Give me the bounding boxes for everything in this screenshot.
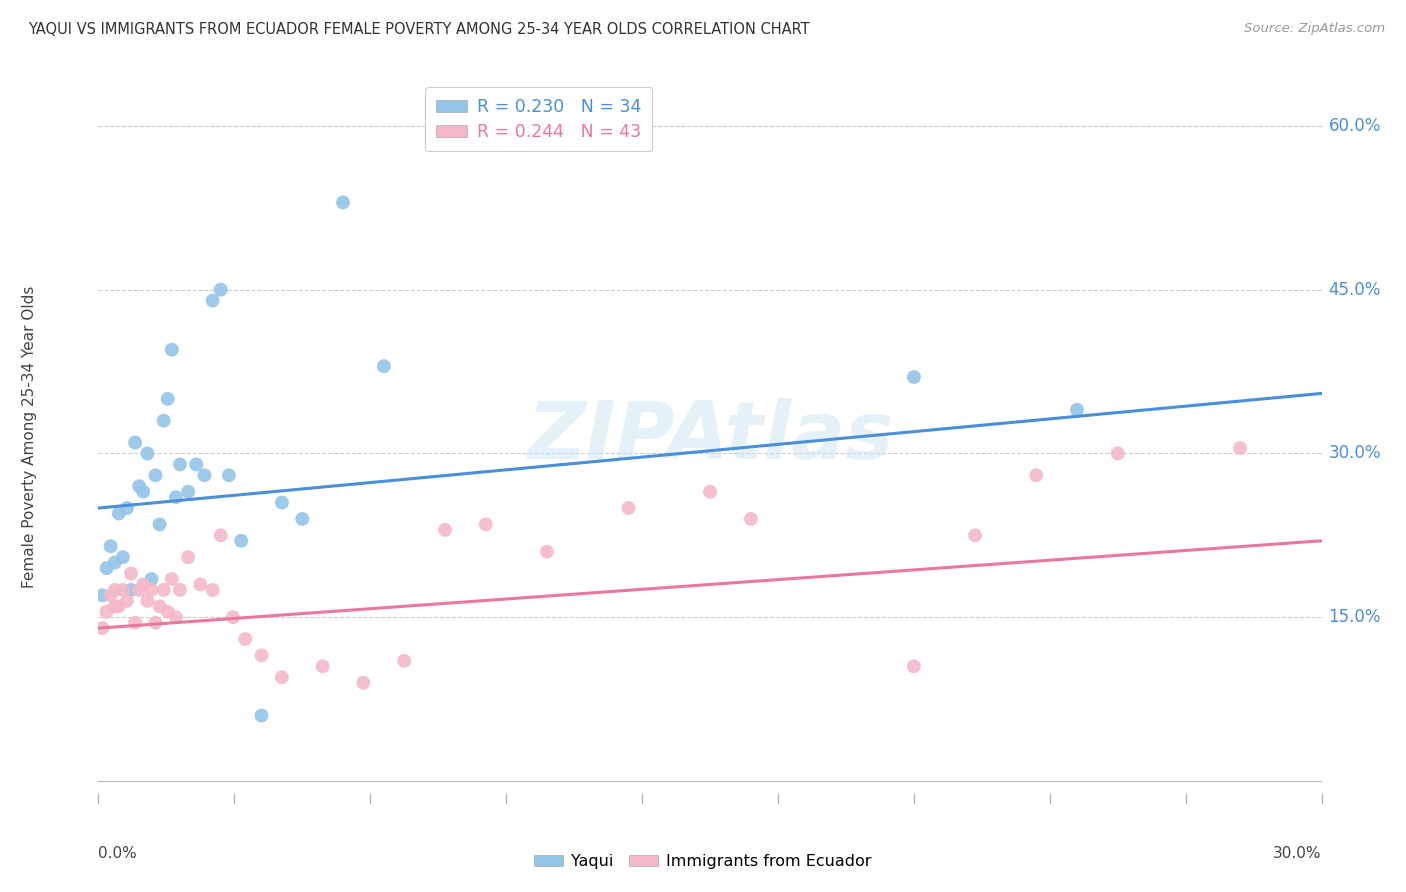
Point: [136, 594, 159, 608]
Point: [100, 588, 122, 602]
Text: 30.0%: 30.0%: [1329, 444, 1381, 462]
Point: [132, 577, 155, 591]
Point: [96, 605, 118, 619]
Text: 60.0%: 60.0%: [1329, 117, 1381, 135]
Point: [231, 533, 253, 548]
Text: ZIPAtlas: ZIPAtlas: [527, 398, 893, 476]
Point: [312, 659, 335, 673]
Point: [209, 528, 232, 542]
Point: [111, 550, 134, 565]
Point: [201, 582, 224, 597]
Point: [965, 528, 987, 542]
Point: [392, 654, 416, 668]
Point: [128, 479, 150, 493]
Point: [104, 556, 127, 570]
Point: [270, 670, 294, 684]
Point: [108, 599, 131, 614]
Text: YAQUI VS IMMIGRANTS FROM ECUADOR FEMALE POVERTY AMONG 25-34 YEAR OLDS CORRELATIO: YAQUI VS IMMIGRANTS FROM ECUADOR FEMALE …: [28, 22, 810, 37]
Point: [149, 517, 172, 532]
Legend: Yaqui, Immigrants from Ecuador: Yaqui, Immigrants from Ecuador: [527, 847, 879, 875]
Point: [270, 495, 294, 509]
Point: [536, 545, 558, 559]
Point: [474, 517, 498, 532]
Point: [165, 490, 187, 504]
Point: [115, 594, 138, 608]
Point: [141, 572, 163, 586]
Point: [100, 539, 122, 553]
Point: [291, 512, 314, 526]
Point: [145, 468, 167, 483]
Point: [209, 283, 232, 297]
Point: [352, 675, 374, 690]
Point: [373, 359, 395, 373]
Point: [96, 561, 118, 575]
Text: 15.0%: 15.0%: [1329, 608, 1381, 626]
Point: [156, 392, 179, 406]
Legend: R = 0.230   N = 34, R = 0.244   N = 43: R = 0.230 N = 34, R = 0.244 N = 43: [426, 87, 652, 151]
Point: [156, 605, 179, 619]
Point: [186, 458, 208, 472]
Point: [740, 512, 762, 526]
Point: [250, 708, 273, 723]
Point: [115, 501, 138, 516]
Point: [91, 588, 114, 602]
Point: [177, 484, 200, 499]
Point: [141, 582, 163, 597]
Point: [1066, 402, 1088, 417]
Point: [128, 582, 150, 597]
Point: [193, 468, 215, 483]
Text: 30.0%: 30.0%: [1274, 847, 1322, 862]
Point: [903, 370, 925, 384]
Point: [111, 582, 134, 597]
Point: [104, 582, 127, 597]
Text: Female Poverty Among 25-34 Year Olds: Female Poverty Among 25-34 Year Olds: [22, 286, 38, 588]
Point: [617, 501, 640, 516]
Point: [1229, 441, 1251, 455]
Point: [120, 566, 142, 581]
Point: [104, 599, 127, 614]
Point: [152, 582, 174, 597]
Point: [108, 507, 131, 521]
Point: [250, 648, 273, 663]
Point: [124, 615, 146, 630]
Point: [165, 610, 187, 624]
Point: [120, 582, 142, 597]
Point: [169, 582, 191, 597]
Point: [903, 659, 925, 673]
Text: 0.0%: 0.0%: [98, 847, 138, 862]
Point: [332, 195, 354, 210]
Point: [699, 484, 721, 499]
Point: [160, 343, 183, 357]
Point: [160, 572, 183, 586]
Text: Source: ZipAtlas.com: Source: ZipAtlas.com: [1244, 22, 1385, 36]
Point: [177, 550, 200, 565]
Point: [1025, 468, 1047, 483]
Point: [152, 414, 174, 428]
Point: [149, 599, 172, 614]
Point: [136, 446, 159, 460]
Point: [201, 293, 224, 308]
Text: 45.0%: 45.0%: [1329, 281, 1381, 299]
Point: [218, 468, 240, 483]
Point: [188, 577, 212, 591]
Point: [145, 615, 167, 630]
Point: [233, 632, 256, 646]
Point: [434, 523, 457, 537]
Point: [222, 610, 245, 624]
Point: [169, 458, 191, 472]
Point: [124, 435, 146, 450]
Point: [132, 484, 155, 499]
Point: [1107, 446, 1129, 460]
Point: [91, 621, 114, 635]
